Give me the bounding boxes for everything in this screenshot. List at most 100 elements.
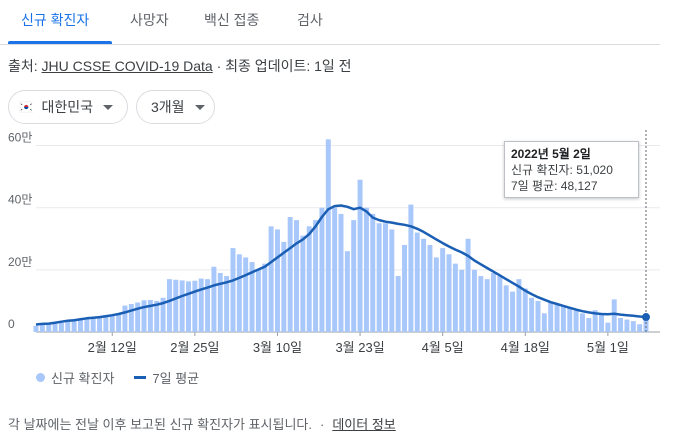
y-tick-label: 40만 bbox=[8, 193, 32, 207]
cases-bar bbox=[135, 302, 141, 332]
cases-bar bbox=[383, 223, 388, 332]
cases-bar bbox=[71, 320, 77, 332]
cases-bar bbox=[351, 220, 357, 332]
cases-bar bbox=[541, 313, 547, 332]
cases-bar bbox=[65, 320, 71, 332]
cases-bar bbox=[611, 299, 617, 332]
cases-bar bbox=[357, 179, 363, 332]
x-tick-label: 4월 5일 bbox=[422, 340, 464, 355]
cases-bar bbox=[491, 272, 496, 332]
tab-new-cases[interactable]: 신규 확진자 bbox=[21, 12, 90, 28]
cases-bar bbox=[433, 257, 439, 332]
cases-bar bbox=[643, 316, 649, 332]
country-select[interactable]: 대한민국 bbox=[8, 90, 128, 124]
cases-bar bbox=[592, 310, 598, 332]
tooltip-date: 2022년 5월 2일 bbox=[511, 147, 591, 161]
cases-bar bbox=[186, 281, 191, 332]
range-select[interactable]: 3개월 bbox=[136, 90, 215, 124]
cases-bar bbox=[370, 213, 376, 332]
cases-bar bbox=[217, 272, 223, 332]
cases-bar bbox=[376, 223, 382, 332]
cases-bar bbox=[109, 314, 115, 332]
cases-bar bbox=[510, 291, 516, 332]
cases-bar bbox=[243, 257, 249, 332]
cases-bar bbox=[46, 324, 52, 332]
cases-bar bbox=[147, 299, 153, 332]
cases-bar bbox=[122, 305, 128, 332]
cases-bar bbox=[395, 276, 401, 332]
tab-bar: 신규 확진자 사망자 백신 접종 검사 bbox=[0, 0, 660, 45]
source-line: 출처: JHU CSSE COVID-19 Data · 최종 업데이트: 1일… bbox=[8, 56, 352, 76]
cases-bar bbox=[166, 279, 172, 332]
cases-bar bbox=[198, 278, 204, 332]
cases-bar bbox=[236, 254, 242, 332]
x-tick-label: 2월 25일 bbox=[170, 340, 219, 355]
cases-bar bbox=[294, 220, 299, 332]
last-updated: · 최종 업데이트: 1일 전 bbox=[212, 58, 352, 74]
footer-note: 각 날짜에는 전날 이후 보고된 신규 확진자가 표시됩니다. · 데이터 정보 bbox=[8, 414, 396, 433]
cases-bar bbox=[478, 276, 484, 332]
cases-bar bbox=[363, 207, 369, 332]
cases-bar bbox=[84, 318, 90, 332]
cases-bar bbox=[52, 323, 58, 332]
legend-bar-swatch bbox=[36, 373, 45, 382]
cases-bar bbox=[211, 266, 217, 332]
cases-bar bbox=[497, 276, 503, 332]
tab-deaths[interactable]: 사망자 bbox=[130, 12, 169, 28]
cases-bar bbox=[516, 279, 522, 332]
cases-bar bbox=[141, 300, 147, 332]
y-tick-label: 60만 bbox=[8, 131, 32, 145]
cases-bar bbox=[78, 319, 83, 332]
cases-bar bbox=[471, 269, 477, 332]
country-label: 대한민국 bbox=[41, 99, 93, 115]
cases-bar bbox=[192, 280, 198, 332]
cases-bar bbox=[97, 317, 103, 332]
cases-bar bbox=[306, 226, 312, 332]
cases-bar bbox=[173, 279, 179, 332]
cases-bar bbox=[300, 235, 306, 332]
chevron-down-icon bbox=[103, 104, 113, 110]
cases-bar bbox=[554, 304, 560, 332]
cases-bar bbox=[573, 310, 579, 332]
cases-bar bbox=[58, 322, 64, 332]
cases-bar bbox=[484, 279, 490, 332]
cases-bar bbox=[255, 269, 261, 332]
x-tick-label: 3월 23일 bbox=[335, 340, 384, 355]
cases-bar bbox=[459, 269, 465, 332]
cases-bar bbox=[560, 305, 566, 332]
tooltip-cases: 신규 확진자: 51,020 bbox=[511, 163, 613, 177]
cases-bar bbox=[281, 241, 287, 332]
cases-bar bbox=[637, 324, 643, 332]
cases-bar bbox=[160, 297, 166, 332]
cases-bar bbox=[427, 244, 433, 332]
cases-bar bbox=[154, 300, 160, 332]
tooltip-avg: 7일 평균: 48,127 bbox=[511, 179, 598, 193]
active-tab-indicator bbox=[8, 41, 112, 44]
source-link[interactable]: JHU CSSE COVID-19 Data bbox=[41, 58, 213, 74]
cases-bar bbox=[567, 307, 573, 332]
tab-vaccinations[interactable]: 백신 접종 bbox=[204, 12, 260, 28]
y-tick-label: 0 bbox=[8, 317, 15, 331]
chart-tooltip: 2022년 5월 2일 신규 확진자: 51,020 7일 평균: 48,127 bbox=[504, 141, 639, 198]
cases-bar bbox=[332, 207, 338, 332]
x-tick-label: 5월 1일 bbox=[587, 340, 629, 355]
data-info-link[interactable]: 데이터 정보 bbox=[332, 417, 396, 432]
cases-bar bbox=[319, 207, 325, 332]
cases-bar bbox=[414, 232, 420, 332]
cases-bar bbox=[605, 322, 611, 332]
source-prefix: 출처: bbox=[8, 58, 42, 74]
cases-bar bbox=[230, 248, 236, 332]
cases-bar bbox=[179, 280, 185, 332]
cases-bar bbox=[262, 263, 268, 332]
cases-bar bbox=[630, 321, 636, 332]
cases-bar bbox=[408, 204, 414, 332]
cases-bar bbox=[338, 213, 344, 332]
cases-bar bbox=[624, 319, 630, 332]
cases-bar bbox=[465, 238, 471, 332]
cases-bar bbox=[389, 229, 395, 332]
range-label: 3개월 bbox=[151, 99, 185, 115]
cases-bar bbox=[599, 314, 604, 332]
tab-tests[interactable]: 검사 bbox=[297, 12, 323, 28]
footer-separator: · bbox=[319, 417, 325, 432]
cases-bar bbox=[325, 139, 331, 332]
